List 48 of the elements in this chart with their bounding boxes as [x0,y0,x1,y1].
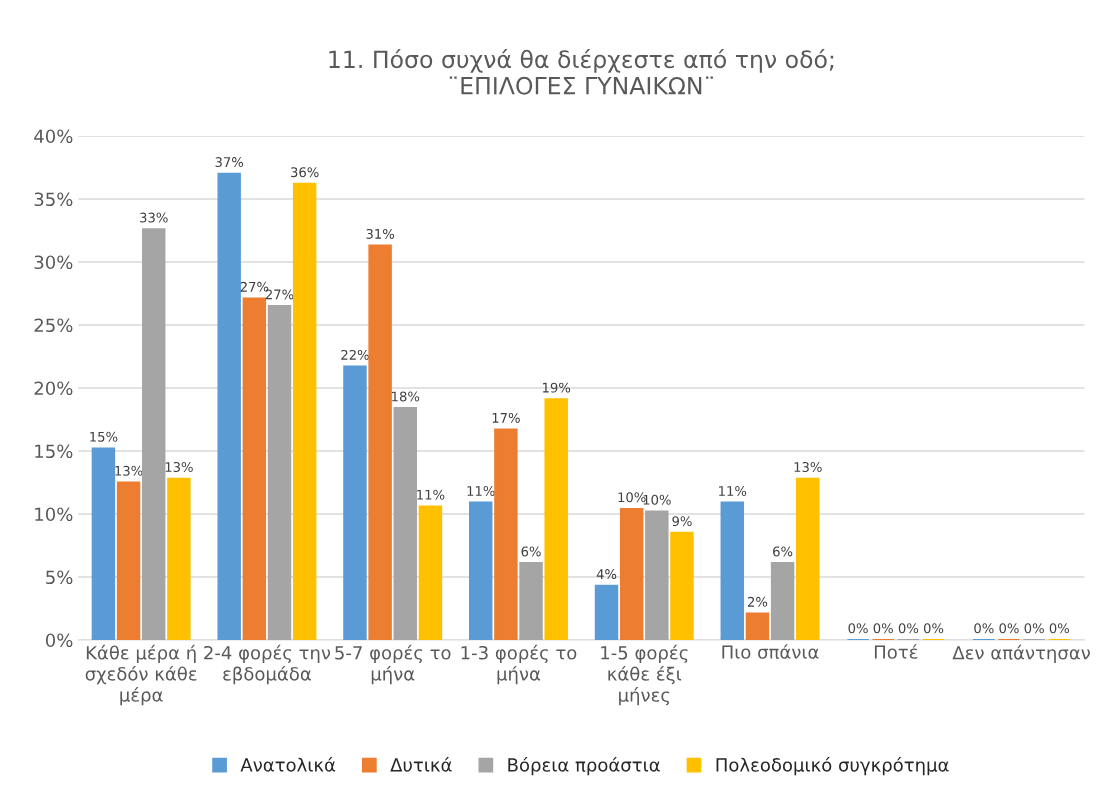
y-tick-label: 35% [34,192,73,207]
data-label: 2% [747,596,768,607]
data-label: 17% [492,412,520,423]
data-label: 13% [165,462,193,472]
y-tick-label: 25% [34,318,73,333]
data-label: 0% [999,623,1019,634]
y-tick-label: 15% [35,444,73,459]
data-label: 11% [719,485,747,496]
y-tick-label: 40% [34,129,73,144]
data-label: 0% [923,623,944,634]
y-tick-label: 30% [34,255,73,270]
data-label: 9% [672,516,692,527]
data-label: 11% [417,489,445,500]
x-tick-label: Δεν απάντησαν [952,644,1090,664]
data-label: 36% [291,167,319,178]
data-label: 18% [392,391,420,402]
data-label: 0% [873,623,893,634]
chart-title: 11. Πόσο συχνά θα διέρχεστε από την οδό; ¨ΕΠΙΛΟΓΕΣ ΓΥΝΑΙΚΩΝ¨ [329,49,834,95]
x-tick-label: 1-3 φορές το μήνα [461,644,577,685]
legend-label: Ανατολικά [240,757,336,772]
data-label: 31% [366,228,395,239]
data-label: 19% [542,382,571,393]
y-tick-label: 0% [45,633,73,648]
data-label: 6% [521,546,541,557]
x-tick-label: 2-4 φορές την εβδομάδα [204,644,331,685]
data-label: 33% [140,212,168,223]
data-label: 13% [115,465,143,476]
x-tick-label: 5-7 φορές το μήνα [335,644,451,685]
data-label: 0% [848,623,868,634]
x-tick-label: Πιο σπάνια [722,644,819,659]
y-tick-label: 5% [46,570,73,585]
data-label: 37% [215,157,244,168]
data-label: 6% [773,546,793,557]
data-label: 13% [794,462,822,472]
legend-label: Βόρεια προάστια [508,757,660,776]
data-label: 0% [1049,623,1070,634]
y-tick-label: 10% [35,507,73,522]
x-tick-label: Κάθε μέρα ή σχεδόν κάθε μέρα [85,644,197,706]
data-label: 0% [974,623,994,634]
data-label: 15% [90,431,118,442]
data-label: 0% [898,623,919,634]
data-label: 4% [596,569,617,580]
y-tick-label: 20% [34,381,73,396]
legend-label: Πολεοδομικό συγκρότημα [716,757,949,776]
data-label: 0% [1024,623,1044,634]
legend-label: Δυτικά [390,757,452,772]
x-tick-label: Ποτέ [874,644,918,659]
x-tick-label: 1-5 φορές κάθε έξι μήνες [601,644,688,706]
